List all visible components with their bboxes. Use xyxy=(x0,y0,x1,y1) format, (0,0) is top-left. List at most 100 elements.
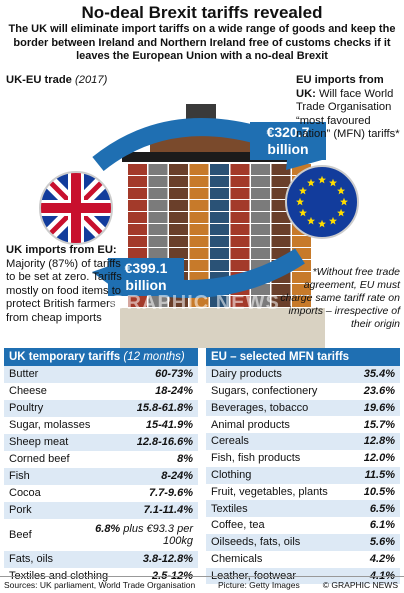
row-label: Leather, footwear xyxy=(211,569,297,582)
container-block xyxy=(169,224,188,235)
uk-tariffs-table: UK temporary tariffs (12 months) Butter 6… xyxy=(4,348,198,585)
table-row: Poultry 15.8-61.8% xyxy=(4,400,198,417)
container-block xyxy=(128,188,147,199)
star-icon xyxy=(296,197,304,206)
container-block xyxy=(230,176,250,187)
container-block xyxy=(148,188,168,199)
row-label: Corned beef xyxy=(9,453,70,466)
container-block xyxy=(210,212,229,223)
container-block xyxy=(271,272,291,283)
table-row: Cheese 18-24% xyxy=(4,383,198,400)
row-value: 4.1% xyxy=(369,569,395,582)
container-block xyxy=(128,236,147,247)
container-block xyxy=(292,272,311,283)
row-value: 15-41.9% xyxy=(145,419,193,432)
container-block xyxy=(128,164,147,175)
table-row: Dairy products 35.4% xyxy=(206,366,400,383)
row-value: 8-24% xyxy=(161,470,193,483)
uk-imports-note: UK imports from EU: Majority (87%) of ta… xyxy=(6,244,122,326)
row-value: 12.8-16.6% xyxy=(136,436,193,449)
container-block xyxy=(251,248,270,259)
row-label: Animal products xyxy=(211,418,290,431)
container-block xyxy=(128,212,147,223)
trade-label-group: UK-EU trade (2017) xyxy=(6,74,107,88)
row-label: Poultry xyxy=(9,402,44,415)
container-block xyxy=(210,296,229,307)
container-block xyxy=(189,224,209,235)
container-block xyxy=(251,176,270,187)
watermark: GRAPHIC NEWS xyxy=(110,292,280,314)
row-value: 12.0% xyxy=(363,452,395,465)
container-block xyxy=(189,296,209,307)
star-icon xyxy=(298,186,307,195)
table-row: Beef 6.8% plus €93.3 per 100kg xyxy=(4,519,198,551)
container-block xyxy=(148,248,168,259)
star-icon xyxy=(298,208,307,217)
eu-tariffs-rows: Dairy products 35.4% Sugars, confectionery… xyxy=(206,366,400,585)
row-label: Sugars, confectionery xyxy=(211,384,318,397)
row-value-suffix: plus €93.3 per 100kg xyxy=(120,522,193,548)
star-icon xyxy=(340,197,348,206)
row-value: 10.5% xyxy=(363,485,395,498)
row-value: 3.8-12.8% xyxy=(142,553,193,566)
table-row: Sugar, molasses 15-41.9% xyxy=(4,417,198,434)
table-row: Animal products 15.7% xyxy=(206,416,400,434)
container-block xyxy=(271,200,291,211)
container-block xyxy=(169,200,188,211)
row-label: Cheese xyxy=(9,385,47,398)
eu-tariffs-title: EU – selected MFN tariffs xyxy=(211,351,350,363)
row-value: 5.6% xyxy=(369,536,395,549)
row-value: 18-24% xyxy=(155,385,193,398)
container-block xyxy=(189,176,209,187)
star-icon xyxy=(307,216,315,225)
row-value: 12.8% xyxy=(363,435,395,448)
container-block xyxy=(128,296,147,307)
container-block xyxy=(148,296,168,307)
row-value: 15.8-61.8% xyxy=(136,402,193,415)
container-block xyxy=(271,236,291,247)
container-block xyxy=(251,200,270,211)
star-icon xyxy=(337,208,346,217)
container-block xyxy=(292,296,311,307)
row-label: Beverages, tobacco xyxy=(211,401,309,414)
uk-flag-icon xyxy=(39,171,113,245)
table-row: Sheep meat 12.8-16.6% xyxy=(4,434,198,451)
container-block xyxy=(251,260,270,271)
row-label: Sugar, molasses xyxy=(9,419,91,432)
row-label: Fish xyxy=(9,470,30,483)
container-block xyxy=(230,296,250,307)
uk-tariffs-note: (12 months) xyxy=(123,351,185,363)
row-label: Coffee, tea xyxy=(211,519,265,532)
row-value: 8% xyxy=(177,453,193,466)
page-title: No-deal Brexit tariffs revealed xyxy=(81,3,323,22)
star-icon xyxy=(318,175,326,184)
table-row: Butter 60-73% xyxy=(4,366,198,383)
container-block xyxy=(189,248,209,259)
row-label: Butter xyxy=(9,368,39,381)
table-row: Pork 7.1-11.4% xyxy=(4,502,198,519)
container-block xyxy=(271,176,291,187)
row-label: Chemicals xyxy=(211,552,263,565)
container-block xyxy=(189,200,209,211)
container-block xyxy=(271,188,291,199)
table-row: Clothing 11.5% xyxy=(206,466,400,484)
row-label: Dairy products xyxy=(211,368,282,381)
table-row: Textiles 6.5% xyxy=(206,500,400,518)
container-block xyxy=(271,224,291,235)
star-icon xyxy=(318,219,326,228)
uk-tariffs-header: UK temporary tariffs (12 months) xyxy=(4,348,198,366)
container-block xyxy=(230,164,250,175)
container-block xyxy=(169,248,188,259)
container-block xyxy=(128,176,147,187)
row-value: 11.5% xyxy=(364,468,395,481)
container-block xyxy=(271,212,291,223)
container-block xyxy=(230,236,250,247)
table-row: Coffee, tea 6.1% xyxy=(206,517,400,534)
row-label: Cereals xyxy=(211,435,249,448)
container-block xyxy=(128,224,147,235)
table-row: Beverages, tobacco 19.6% xyxy=(206,399,400,417)
row-label: Beef xyxy=(9,528,32,541)
table-row: Oilseeds, fats, oils 5.6% xyxy=(206,533,400,551)
container-block xyxy=(292,248,311,259)
trade-year: (2017) xyxy=(75,74,108,86)
